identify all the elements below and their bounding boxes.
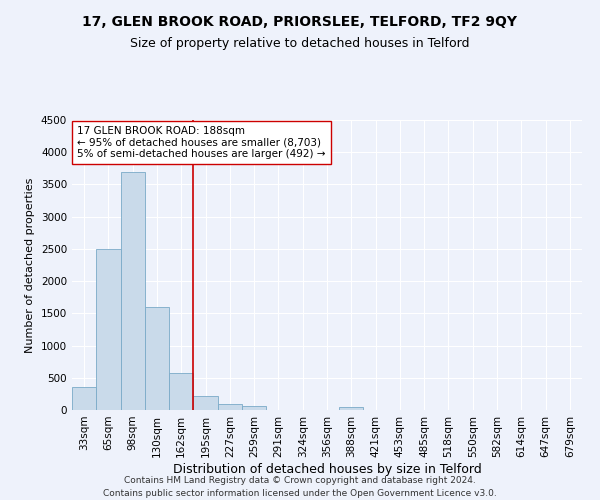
Text: Size of property relative to detached houses in Telford: Size of property relative to detached ho…	[130, 38, 470, 51]
Bar	[169, 373, 193, 410]
Bar	[72, 388, 96, 410]
Bar	[242, 406, 266, 410]
Text: 17 GLEN BROOK ROAD: 188sqm
← 95% of detached houses are smaller (8,703)
5% of se: 17 GLEN BROOK ROAD: 188sqm ← 95% of deta…	[77, 126, 326, 159]
Bar	[193, 396, 218, 410]
Bar	[96, 249, 121, 410]
Y-axis label: Number of detached properties: Number of detached properties	[25, 178, 35, 352]
Bar	[339, 407, 364, 410]
Bar	[121, 172, 145, 410]
Text: 17, GLEN BROOK ROAD, PRIORSLEE, TELFORD, TF2 9QY: 17, GLEN BROOK ROAD, PRIORSLEE, TELFORD,…	[83, 15, 517, 29]
Bar	[218, 404, 242, 410]
Bar	[145, 307, 169, 410]
X-axis label: Distribution of detached houses by size in Telford: Distribution of detached houses by size …	[173, 462, 481, 475]
Text: Contains HM Land Registry data © Crown copyright and database right 2024.
Contai: Contains HM Land Registry data © Crown c…	[103, 476, 497, 498]
